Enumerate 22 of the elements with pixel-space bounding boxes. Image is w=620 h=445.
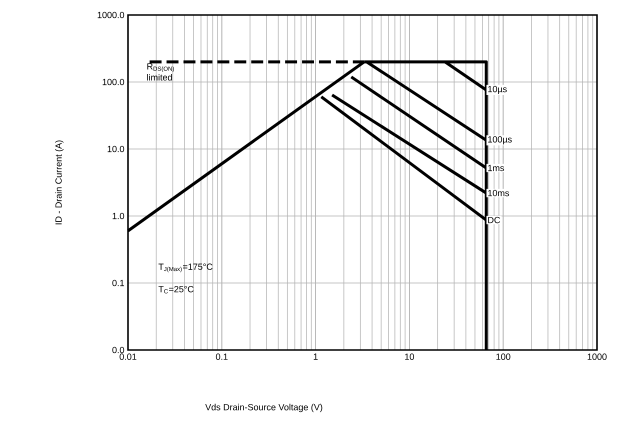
y-tick-label: 100.0 [102, 78, 124, 86]
annotation: T$_{J(Max)}$=175°C [158, 264, 212, 272]
x-tick-label: 1 [314, 354, 318, 360]
x-axis-title: Vds Drain-Source Voltage (V) [205, 404, 322, 412]
annotation: R$_{DS(ON)}$ limited [147, 63, 174, 81]
y-tick-label: 10.0 [108, 146, 124, 152]
x-tick-label: 0.01 [120, 354, 136, 360]
y-tick-label: 0.1 [112, 280, 124, 286]
x-tick-label: 10 [405, 354, 414, 360]
x-tick-label: 100 [496, 354, 510, 360]
series-label: DC [488, 216, 500, 224]
series-label: 10µs [488, 86, 507, 94]
y-tick-label: 1000.0 [98, 12, 124, 18]
y-tick-label: 1.0 [112, 212, 124, 220]
series-label: 1ms [488, 164, 504, 172]
series-label: 100µs [488, 136, 512, 144]
series-label: 10ms [488, 190, 510, 196]
annotation: T$_{C}$=25°C [158, 286, 194, 294]
x-tick-label: 1000 [588, 354, 607, 360]
y-axis-title: ID - Drain Current (A) [55, 140, 64, 224]
y-tick-label: 0.0 [112, 346, 124, 354]
x-tick-label: 0.1 [216, 354, 228, 360]
